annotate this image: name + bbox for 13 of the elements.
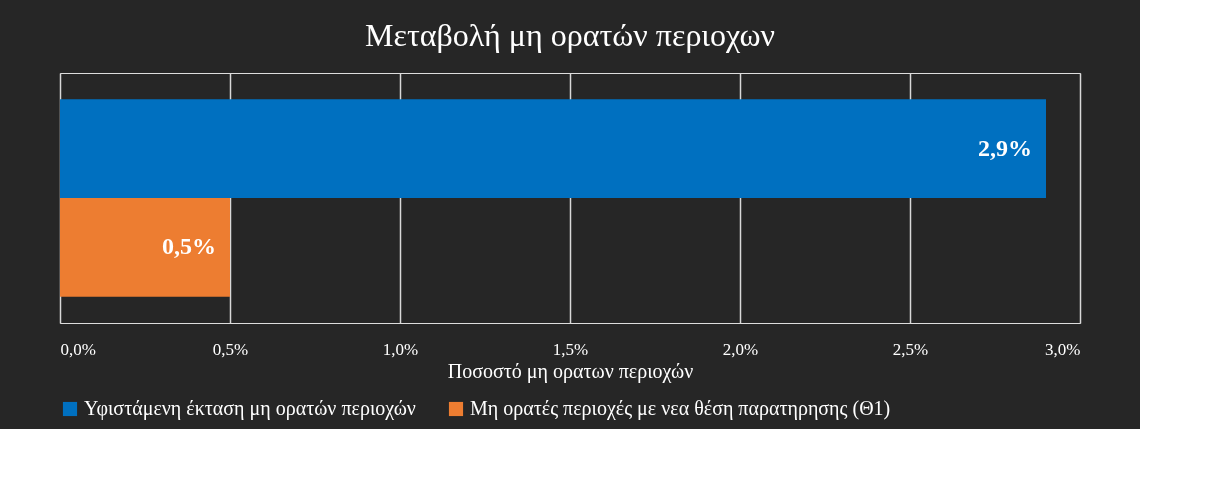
data-label: 0,5% bbox=[162, 233, 216, 260]
chart-title: Μεταβολή μη ορατών περιοχων bbox=[365, 17, 775, 53]
x-tick-label: 2,5% bbox=[892, 339, 929, 359]
x-tick-label: 0,5% bbox=[212, 339, 249, 359]
legend-label: Μη ορατές περιοχές με νεα θέση παρατηρησης (Θ1) bbox=[470, 397, 891, 420]
x-tick-label: 0,0% bbox=[60, 339, 96, 359]
x-tick-label: 1,5% bbox=[552, 339, 589, 359]
legend-label: Υφιστάμενη έκταση μη ορατών περιοχών bbox=[84, 397, 416, 420]
data-label: 2,9% bbox=[978, 134, 1032, 161]
x-axis-title: Ποσοστό μη ορατων περιοχών bbox=[447, 359, 694, 383]
x-tick-label: 3,0% bbox=[1045, 339, 1081, 359]
x-tick-label: 2,0% bbox=[722, 339, 759, 359]
x-tick-label: 1,0% bbox=[382, 339, 419, 359]
